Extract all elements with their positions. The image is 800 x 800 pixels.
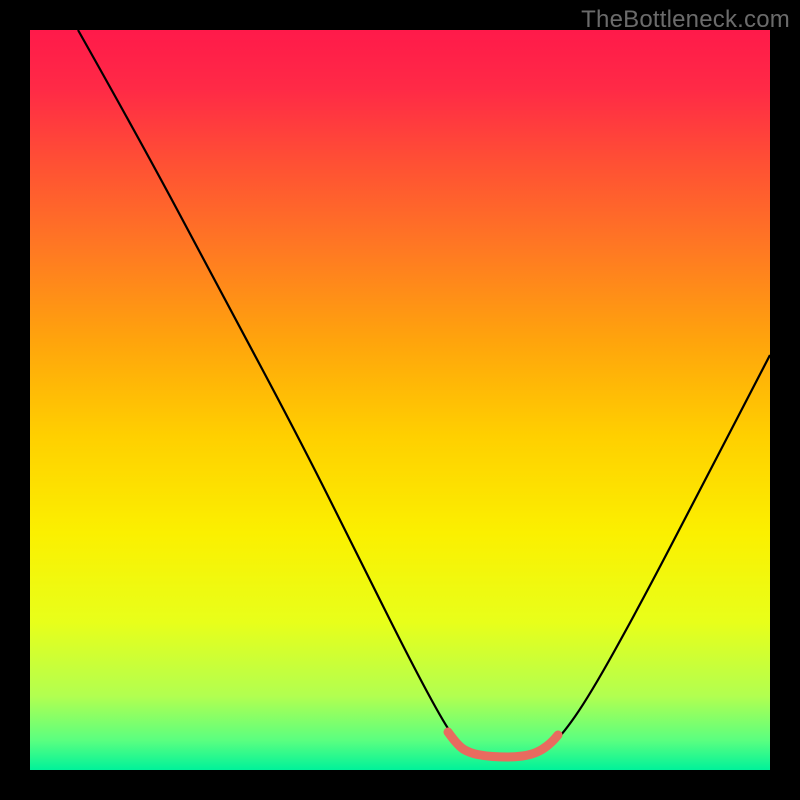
chart-svg	[0, 0, 800, 800]
bottleneck-chart: TheBottleneck.com	[0, 0, 800, 800]
watermark-text: TheBottleneck.com	[581, 6, 790, 34]
